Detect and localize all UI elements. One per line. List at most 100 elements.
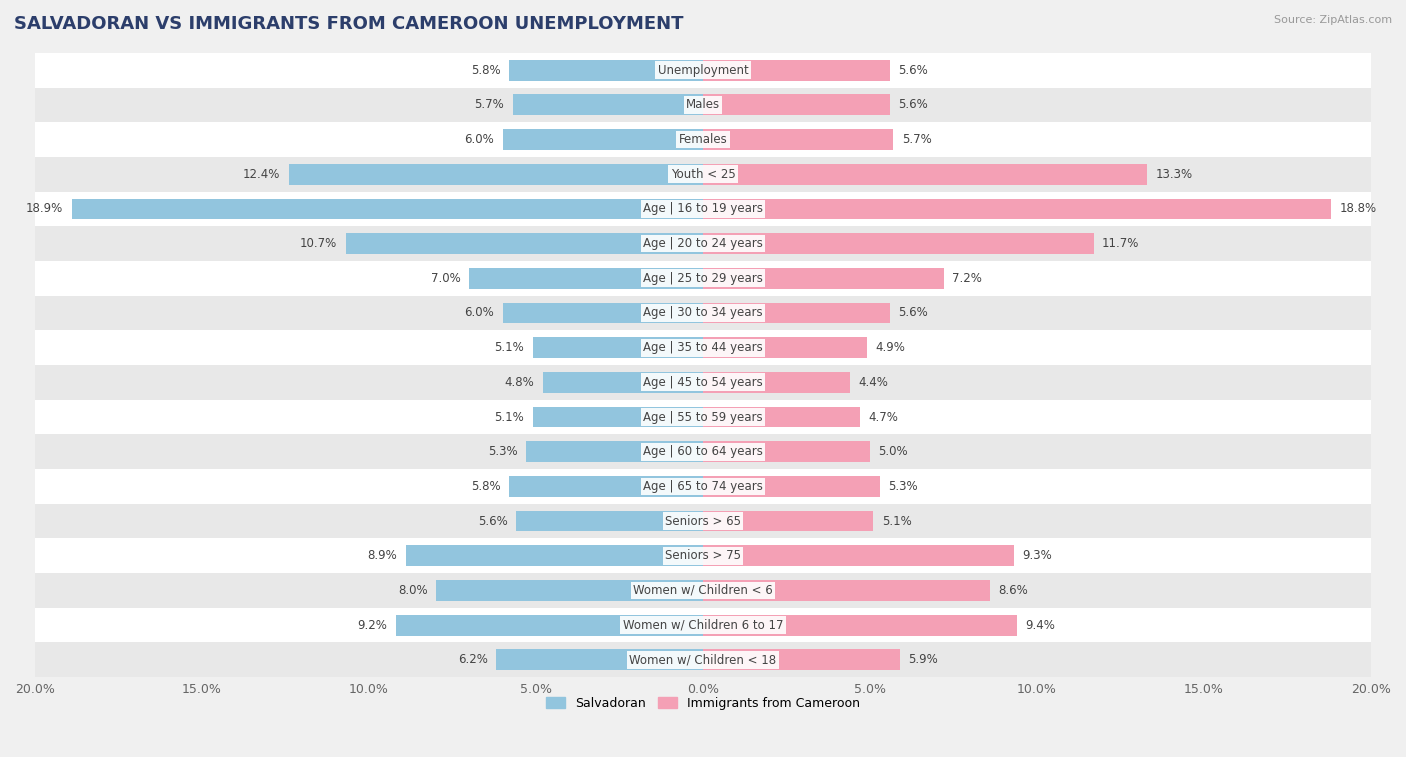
Text: Age | 55 to 59 years: Age | 55 to 59 years <box>643 410 763 423</box>
Text: 5.0%: 5.0% <box>879 445 908 458</box>
Bar <box>35 365 1371 400</box>
Text: Females: Females <box>679 133 727 146</box>
Bar <box>35 226 1371 261</box>
Bar <box>703 441 870 462</box>
Text: Age | 30 to 34 years: Age | 30 to 34 years <box>643 307 763 319</box>
Bar <box>35 53 1371 88</box>
Text: 5.9%: 5.9% <box>908 653 938 666</box>
Text: 5.6%: 5.6% <box>898 98 928 111</box>
Bar <box>703 303 890 323</box>
Text: Seniors > 75: Seniors > 75 <box>665 550 741 562</box>
Text: 9.3%: 9.3% <box>1022 550 1052 562</box>
Text: Age | 35 to 44 years: Age | 35 to 44 years <box>643 341 763 354</box>
Text: 8.0%: 8.0% <box>398 584 427 597</box>
Text: 8.9%: 8.9% <box>367 550 398 562</box>
Text: Age | 16 to 19 years: Age | 16 to 19 years <box>643 202 763 216</box>
Text: 12.4%: 12.4% <box>243 168 280 181</box>
Text: 4.8%: 4.8% <box>505 376 534 389</box>
Bar <box>35 608 1371 643</box>
Bar <box>509 60 703 80</box>
Text: 11.7%: 11.7% <box>1102 237 1139 250</box>
Legend: Salvadoran, Immigrants from Cameroon: Salvadoran, Immigrants from Cameroon <box>541 692 865 715</box>
Bar <box>496 650 703 670</box>
Bar <box>346 233 703 254</box>
Bar <box>703 338 866 358</box>
Bar <box>35 469 1371 503</box>
Bar <box>288 164 703 185</box>
Bar <box>543 372 703 393</box>
Text: Women w/ Children < 18: Women w/ Children < 18 <box>630 653 776 666</box>
Text: 5.8%: 5.8% <box>471 64 501 76</box>
Text: 5.7%: 5.7% <box>901 133 932 146</box>
Text: Age | 60 to 64 years: Age | 60 to 64 years <box>643 445 763 458</box>
Text: 7.0%: 7.0% <box>432 272 461 285</box>
Bar <box>35 192 1371 226</box>
Text: 5.6%: 5.6% <box>478 515 508 528</box>
Text: 5.6%: 5.6% <box>898 64 928 76</box>
Bar <box>703 233 1094 254</box>
Bar <box>436 580 703 601</box>
Bar <box>703 268 943 288</box>
Bar <box>395 615 703 636</box>
Bar <box>406 545 703 566</box>
Bar <box>35 261 1371 296</box>
Bar <box>35 573 1371 608</box>
Bar <box>35 296 1371 330</box>
Text: SALVADORAN VS IMMIGRANTS FROM CAMEROON UNEMPLOYMENT: SALVADORAN VS IMMIGRANTS FROM CAMEROON U… <box>14 15 683 33</box>
Text: Youth < 25: Youth < 25 <box>671 168 735 181</box>
Text: 4.4%: 4.4% <box>858 376 889 389</box>
Text: 4.9%: 4.9% <box>875 341 905 354</box>
Bar <box>703 129 893 150</box>
Text: 5.1%: 5.1% <box>495 410 524 423</box>
Bar <box>35 88 1371 122</box>
Bar <box>35 643 1371 678</box>
Text: 5.3%: 5.3% <box>889 480 918 493</box>
Text: 4.7%: 4.7% <box>869 410 898 423</box>
Text: Males: Males <box>686 98 720 111</box>
Bar <box>533 338 703 358</box>
Bar <box>35 330 1371 365</box>
Bar <box>35 122 1371 157</box>
Text: Women w/ Children < 6: Women w/ Children < 6 <box>633 584 773 597</box>
Text: Seniors > 65: Seniors > 65 <box>665 515 741 528</box>
Bar <box>533 407 703 428</box>
Bar <box>35 400 1371 435</box>
Text: 5.6%: 5.6% <box>898 307 928 319</box>
Text: 18.8%: 18.8% <box>1340 202 1376 216</box>
Text: Women w/ Children 6 to 17: Women w/ Children 6 to 17 <box>623 618 783 631</box>
Bar <box>703 511 873 531</box>
Bar <box>526 441 703 462</box>
Text: 6.2%: 6.2% <box>458 653 488 666</box>
Bar <box>470 268 703 288</box>
Bar <box>35 503 1371 538</box>
Bar <box>35 538 1371 573</box>
Bar <box>516 511 703 531</box>
Text: Source: ZipAtlas.com: Source: ZipAtlas.com <box>1274 15 1392 25</box>
Bar <box>502 303 703 323</box>
Text: Age | 25 to 29 years: Age | 25 to 29 years <box>643 272 763 285</box>
Text: 5.3%: 5.3% <box>488 445 517 458</box>
Bar <box>35 435 1371 469</box>
Text: 5.7%: 5.7% <box>474 98 505 111</box>
Text: 18.9%: 18.9% <box>27 202 63 216</box>
Bar <box>502 129 703 150</box>
Bar <box>703 95 890 115</box>
Text: 8.6%: 8.6% <box>998 584 1028 597</box>
Text: 7.2%: 7.2% <box>952 272 981 285</box>
Text: 10.7%: 10.7% <box>299 237 337 250</box>
Text: 6.0%: 6.0% <box>464 307 495 319</box>
Text: Age | 65 to 74 years: Age | 65 to 74 years <box>643 480 763 493</box>
Text: 5.1%: 5.1% <box>495 341 524 354</box>
Text: 6.0%: 6.0% <box>464 133 495 146</box>
Bar <box>509 476 703 497</box>
Bar <box>703 407 860 428</box>
Bar <box>703 476 880 497</box>
Bar <box>703 164 1147 185</box>
Bar <box>35 157 1371 192</box>
Bar <box>703 580 990 601</box>
Bar <box>703 198 1331 220</box>
Text: Age | 20 to 24 years: Age | 20 to 24 years <box>643 237 763 250</box>
Text: Unemployment: Unemployment <box>658 64 748 76</box>
Text: 5.8%: 5.8% <box>471 480 501 493</box>
Text: 9.4%: 9.4% <box>1025 618 1056 631</box>
